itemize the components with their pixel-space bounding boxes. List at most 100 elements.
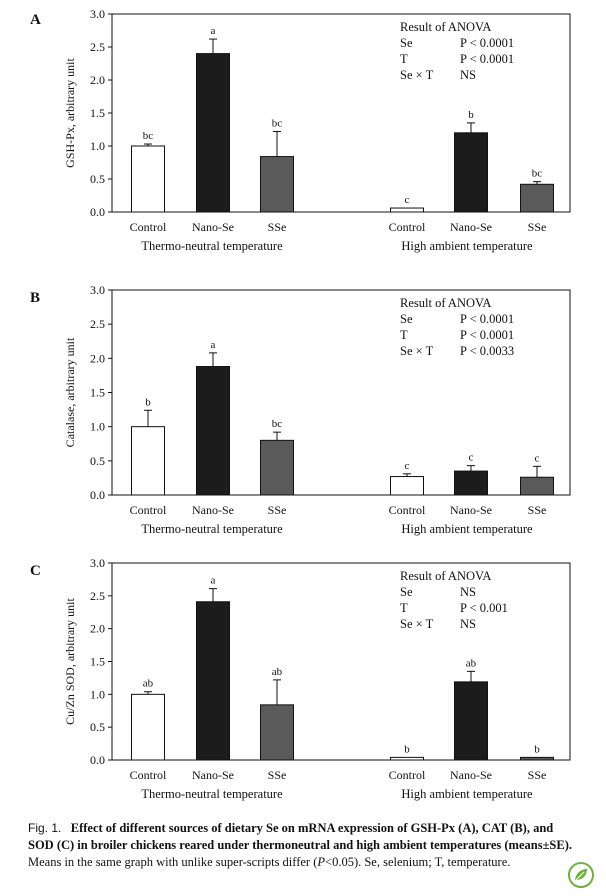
x-tick-label: Control — [389, 220, 426, 234]
y-tick-label: 1.0 — [90, 687, 105, 701]
significance-letter: b — [534, 743, 540, 755]
bar — [520, 183, 554, 213]
chart-panel-a: A 0.0 0.5 1.0 1.5 2.0 2.5 3.0 GSH-Px, arbitrary … — [30, 7, 571, 253]
bar — [454, 132, 488, 213]
group-label: Thermo-neutral temperature — [141, 239, 283, 253]
y-tick-label: 1.5 — [90, 106, 105, 120]
y-tick-label: 1.5 — [90, 655, 105, 669]
significance-letter: ab — [466, 657, 477, 669]
significance-letter: a — [211, 25, 216, 37]
anova-p-value: P < 0.0033 — [460, 344, 514, 358]
bar — [390, 207, 424, 213]
significance-letter: a — [211, 575, 216, 587]
bar — [454, 470, 488, 496]
x-tick-label: Nano-Se — [450, 768, 492, 782]
x-tick-label: Control — [130, 503, 167, 517]
anova-p-value: P < 0.0001 — [460, 52, 514, 66]
significance-letter: b — [145, 396, 151, 408]
y-axis-title: Catalase, arbitrary unit — [63, 337, 77, 447]
x-tick-label: Nano-Se — [192, 220, 234, 234]
y-tick-label: 2.0 — [90, 622, 105, 636]
anova-factor: T — [400, 52, 408, 66]
x-tick-label: SSe — [528, 768, 547, 782]
significance-letter: ab — [272, 666, 283, 678]
anova-p-value: NS — [460, 617, 476, 631]
caption-text-2: <0.05). Se, selenium; T, temperature. — [325, 855, 511, 869]
x-tick-label: Control — [130, 768, 167, 782]
bar — [131, 145, 165, 213]
significance-letter: c — [405, 460, 410, 472]
bar — [260, 156, 294, 213]
y-tick-label: 1.0 — [90, 420, 105, 434]
y-tick-label: 2.0 — [90, 73, 105, 87]
anova-factor: Se — [400, 36, 413, 50]
plot-frame — [111, 562, 571, 761]
bar — [260, 704, 294, 761]
y-tick-label: 2.5 — [90, 40, 105, 54]
bar — [260, 439, 294, 496]
anova-p-value: P < 0.0001 — [460, 36, 514, 50]
significance-letter: bc — [143, 130, 154, 142]
significance-letter: b — [404, 743, 410, 755]
y-tick-label: 0.5 — [90, 454, 105, 468]
x-tick-label: Control — [389, 503, 426, 517]
bar — [196, 601, 230, 761]
y-tick-label: 2.5 — [90, 317, 105, 331]
anova-factor: Se × T — [400, 344, 434, 358]
significance-letter: c — [469, 452, 474, 464]
y-tick-label: 0.0 — [90, 753, 105, 767]
anova-title: Result of ANOVA — [400, 20, 491, 34]
anova-factor: T — [400, 601, 408, 615]
x-tick-label: Control — [389, 768, 426, 782]
bar — [390, 756, 424, 761]
group-label: High ambient temperature — [401, 522, 533, 536]
bar — [454, 681, 488, 761]
x-tick-label: SSe — [268, 220, 287, 234]
group-label: Thermo-neutral temperature — [141, 522, 283, 536]
caption-p-symbol: P — [317, 855, 326, 869]
y-tick-label: 3.0 — [90, 7, 105, 21]
figure-caption: Fig. 1. Effect of different sources of d… — [28, 820, 580, 871]
bar — [390, 476, 424, 496]
chart-panel-c: C 0.0 0.5 1.0 1.5 2.0 2.5 3.0 Cu/Zn SOD, arbitra… — [30, 556, 571, 801]
x-tick-label: SSe — [528, 220, 547, 234]
significance-letter: b — [468, 109, 474, 121]
x-tick-label: Nano-Se — [450, 503, 492, 517]
chart-panel-b: B 0.0 0.5 1.0 1.5 2.0 2.5 3.0 Catalase, arbitrar… — [30, 283, 571, 536]
significance-letter: bc — [272, 117, 283, 129]
y-tick-label: 0.0 — [90, 488, 105, 502]
anova-factor: Se × T — [400, 617, 434, 631]
anova-p-value: P < 0.001 — [460, 601, 508, 615]
x-tick-label: Control — [130, 220, 167, 234]
y-axis-title: GSH-Px, arbitrary unit — [63, 58, 77, 168]
caption-fig-label: Fig. 1. — [28, 821, 62, 835]
anova-title: Result of ANOVA — [400, 569, 491, 583]
x-tick-label: Nano-Se — [192, 503, 234, 517]
x-tick-label: Nano-Se — [450, 220, 492, 234]
panel-label: A — [30, 12, 41, 28]
y-tick-label: 0.0 — [90, 205, 105, 219]
significance-letter: bc — [532, 168, 543, 180]
y-axis-title: Cu/Zn SOD, arbitrary unit — [63, 598, 77, 725]
bar — [520, 756, 554, 761]
y-tick-label: 3.0 — [90, 556, 105, 570]
anova-title: Result of ANOVA — [400, 296, 491, 310]
y-tick-label: 0.5 — [90, 720, 105, 734]
y-tick-label: 2.5 — [90, 589, 105, 603]
y-tick-label: 1.0 — [90, 139, 105, 153]
significance-letter: c — [535, 452, 540, 464]
anova-p-value: P < 0.0001 — [460, 328, 514, 342]
y-tick-label: 2.0 — [90, 351, 105, 365]
caption-text-1: Means in the same graph with unlike supe… — [28, 855, 318, 869]
x-tick-label: SSe — [528, 503, 547, 517]
significance-letter: a — [211, 339, 216, 351]
group-label: High ambient temperature — [401, 239, 533, 253]
panel-label: B — [30, 290, 40, 306]
figure-charts: A 0.0 0.5 1.0 1.5 2.0 2.5 3.0 GSH-Px, arbitrary … — [30, 7, 571, 801]
anova-factor: T — [400, 328, 408, 342]
significance-letter: bc — [272, 418, 283, 430]
y-tick-label: 3.0 — [90, 283, 105, 297]
x-tick-label: SSe — [268, 768, 287, 782]
bar — [196, 53, 230, 213]
bar — [131, 693, 165, 761]
